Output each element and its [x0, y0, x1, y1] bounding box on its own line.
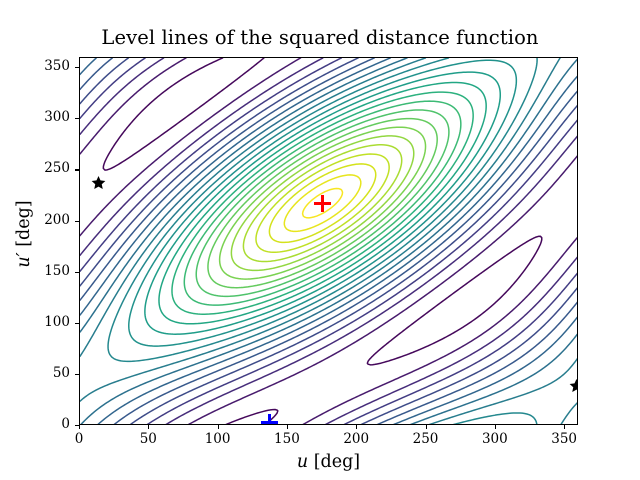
contour-line — [393, 316, 577, 424]
x-tick-mark — [286, 425, 288, 429]
contour-line — [97, 75, 577, 424]
x-tick-mark — [79, 425, 81, 429]
contour-line — [113, 90, 577, 424]
x-tick-mark — [494, 425, 496, 429]
y-tick-mark — [75, 169, 79, 171]
contour-line — [360, 287, 577, 424]
contour-line — [80, 58, 324, 257]
contour-line — [301, 187, 344, 219]
y-tick-mark — [75, 373, 79, 375]
x-tick-mark — [356, 425, 358, 429]
contour-line — [80, 58, 408, 333]
contour-line — [165, 135, 577, 424]
contour-line — [102, 58, 265, 171]
contour-line — [324, 256, 577, 424]
y-tick-label: 250 — [44, 160, 70, 177]
contour-line — [107, 58, 538, 363]
y-tick-label: 300 — [44, 109, 70, 126]
x-tick-label: 0 — [74, 431, 84, 447]
y-tick-label: 0 — [61, 416, 70, 432]
y-tick-label: 100 — [44, 313, 70, 330]
y-axis-label-variable: u′ — [14, 252, 34, 268]
contour-line — [187, 155, 577, 424]
contour-line — [242, 144, 403, 263]
contour-line — [158, 81, 487, 325]
contour-line — [302, 236, 577, 424]
contour-line — [283, 174, 362, 233]
contour-line — [146, 119, 577, 424]
y-tick-mark — [75, 67, 79, 69]
x-axis-label-unit: [deg] — [313, 452, 361, 472]
contour-line — [366, 235, 543, 366]
x-axis-label-variable: u — [296, 452, 309, 472]
plot-axes-area — [79, 57, 578, 425]
y-tick-label: 50 — [52, 364, 70, 381]
contour-line — [80, 58, 146, 120]
x-tick-label: 350 — [551, 431, 578, 447]
x-tick-label: 200 — [343, 431, 370, 447]
contour-line — [80, 58, 375, 301]
y-tick-label: 150 — [44, 262, 70, 279]
contour-line — [80, 58, 577, 424]
contour-line — [230, 135, 415, 272]
contour-line — [80, 58, 427, 358]
x-tick-mark — [425, 425, 427, 429]
y-tick-label: 350 — [44, 58, 70, 75]
contour-line — [144, 71, 502, 335]
y-tick-label: 200 — [44, 211, 70, 228]
contour-line — [428, 357, 577, 424]
contour-line — [343, 272, 577, 424]
x-tick-label: 300 — [481, 431, 508, 447]
y-tick-mark — [75, 220, 79, 222]
contour-line — [80, 58, 343, 273]
x-tick-label: 100 — [204, 431, 231, 447]
contour-line — [129, 104, 577, 424]
contour-line — [80, 58, 561, 402]
contour-line — [80, 58, 302, 237]
y-tick-mark — [75, 322, 79, 324]
contour-line — [268, 163, 377, 244]
page-title: Level lines of the squared distance func… — [101, 26, 539, 49]
y-tick-mark — [75, 118, 79, 120]
contour-line — [80, 58, 391, 316]
x-tick-label: 50 — [139, 431, 157, 447]
contour-line — [218, 126, 427, 280]
x-tick-mark — [217, 425, 219, 429]
contour-line — [560, 402, 577, 424]
x-tick-label: 150 — [274, 431, 300, 447]
contour-line — [80, 58, 359, 287]
contour-line — [80, 58, 97, 76]
contour-line — [195, 109, 450, 298]
contour-line — [171, 91, 474, 315]
contour-line — [376, 301, 577, 424]
x-axis-label: u [deg] — [79, 452, 578, 472]
x-tick-mark — [148, 425, 150, 429]
contour-line — [255, 153, 390, 253]
contour-line — [183, 100, 462, 306]
y-axis-label-unit: [deg] — [14, 200, 34, 247]
y-tick-mark — [75, 425, 79, 427]
x-tick-label: 250 — [412, 431, 439, 447]
contour-line — [225, 408, 279, 424]
y-tick-mark — [75, 271, 79, 273]
contour-lines — [80, 58, 577, 424]
contour-line — [80, 58, 187, 155]
contour-line — [452, 412, 538, 424]
contour-line — [207, 117, 438, 289]
contour-line — [80, 58, 130, 105]
contour-line — [409, 333, 577, 424]
y-axis-label: u′ [deg] — [14, 144, 34, 324]
contour-line — [80, 58, 113, 91]
contour-line — [128, 59, 518, 347]
contour-line — [80, 58, 165, 136]
x-tick-mark — [564, 425, 566, 429]
